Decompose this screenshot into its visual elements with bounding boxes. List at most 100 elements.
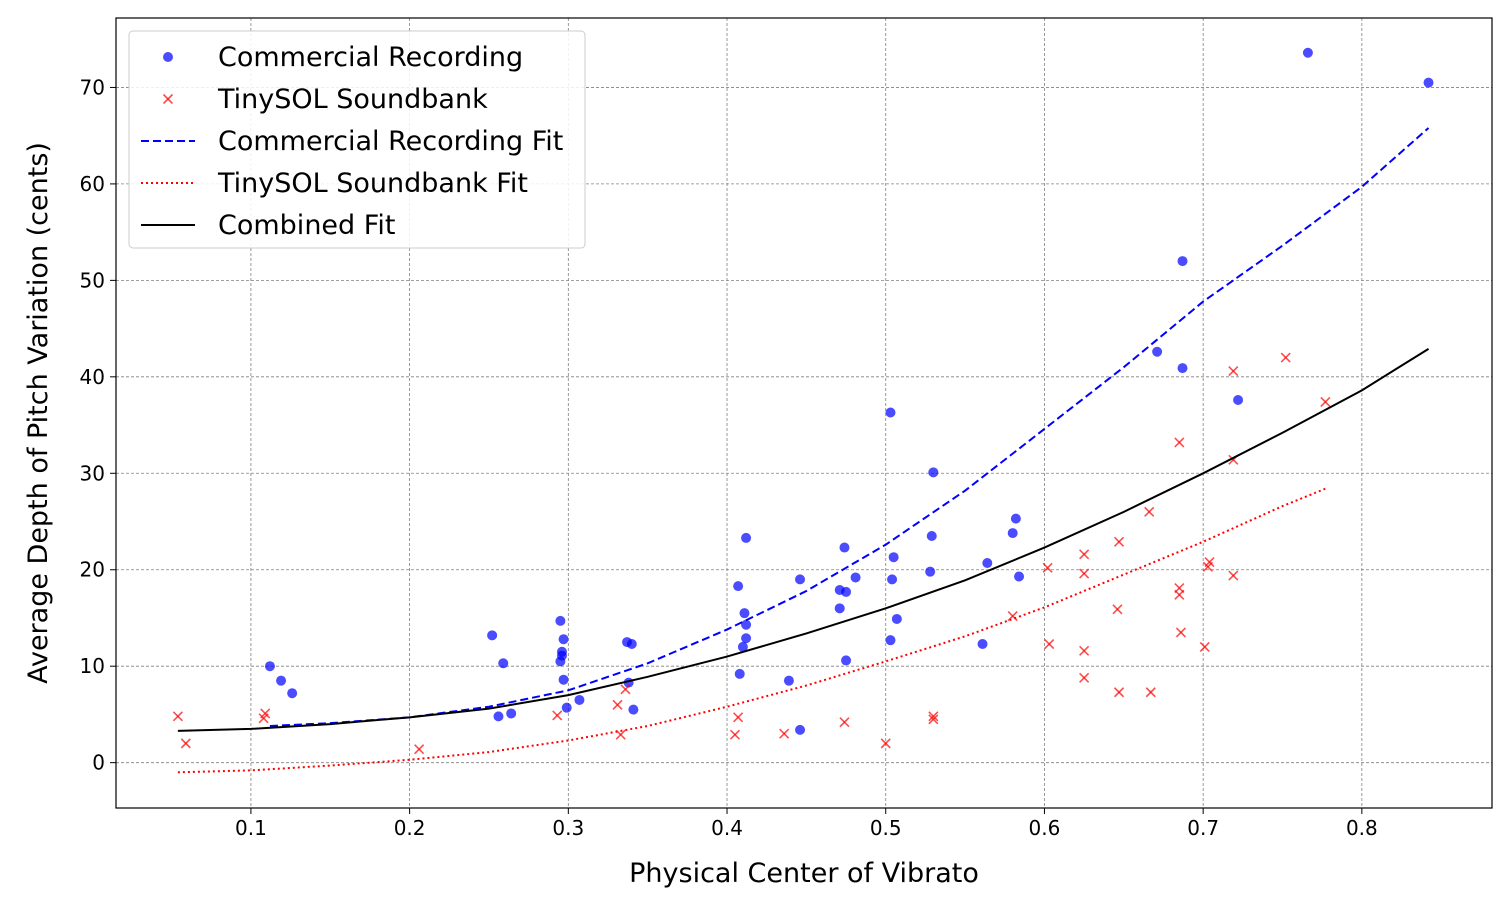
data-point: [977, 639, 988, 650]
data-point: [1423, 77, 1434, 88]
data-point: [628, 704, 639, 715]
legend-item: TinySOL Soundbank: [162, 84, 488, 115]
data-point: [558, 634, 569, 645]
data-point: [850, 572, 861, 583]
data-point: [1007, 528, 1018, 539]
data-point: [928, 714, 939, 725]
data-point: [1014, 571, 1025, 582]
data-point: [887, 574, 898, 585]
data-point: [558, 674, 569, 685]
data-point: [1233, 394, 1244, 405]
data-point: [287, 688, 298, 699]
data-point: [264, 661, 275, 672]
data-point: [276, 675, 287, 686]
legend-label: TinySOL Soundbank Fit: [217, 168, 528, 199]
data-point: [925, 566, 936, 577]
legend-label: TinySOL Soundbank: [217, 84, 488, 115]
data-point: [555, 615, 566, 626]
data-point: [880, 738, 891, 749]
data-point: [498, 658, 509, 669]
data-point: [795, 574, 806, 585]
data-point: [1152, 346, 1163, 357]
data-point: [506, 708, 517, 719]
data-point: [1177, 363, 1188, 374]
x-tick-label: 0.5: [870, 816, 902, 840]
data-point: [739, 608, 750, 619]
x-tick-label: 0.3: [552, 816, 584, 840]
x-tick-label: 0.7: [1187, 816, 1219, 840]
series-commercial-recording: [264, 47, 1434, 735]
data-point: [556, 646, 567, 657]
data-point: [1199, 641, 1210, 652]
legend-box: [128, 30, 586, 249]
y-tick-label: 10: [80, 654, 105, 678]
data-point: [834, 603, 845, 614]
data-point: [172, 711, 183, 722]
data-point: [1044, 638, 1055, 650]
data-point: [734, 668, 745, 679]
data-point: [1112, 604, 1123, 615]
data-point: [839, 542, 850, 553]
legend-item: Commercial Recording Fit: [141, 126, 563, 157]
data-point: [1145, 687, 1156, 698]
x-tick-label: 0.2: [394, 816, 426, 840]
legend-item: Combined Fit: [141, 210, 395, 241]
x-tick-label: 0.8: [1346, 816, 1378, 840]
y-tick-label: 60: [80, 172, 105, 196]
legend-marker: [163, 52, 173, 62]
data-point: [841, 655, 852, 666]
data-point: [737, 641, 748, 652]
data-point: [1010, 513, 1021, 524]
data-point: [1204, 556, 1215, 568]
legend-label: Combined Fit: [218, 210, 395, 241]
x-tick-label: 0.6: [1029, 816, 1061, 840]
data-point: [885, 635, 896, 646]
y-tick-label: 50: [80, 268, 105, 292]
data-point: [1079, 645, 1090, 656]
legend-label: Commercial Recording: [218, 42, 523, 73]
data-point: [574, 694, 585, 705]
data-point: [982, 557, 993, 568]
plot-series: [172, 47, 1434, 774]
y-tick-label: 40: [80, 365, 105, 389]
data-point: [1174, 589, 1185, 600]
legend-item: TinySOL Soundbank Fit: [141, 168, 528, 199]
x-axis-label: Physical Center of Vibrato: [629, 858, 979, 889]
data-point: [493, 711, 504, 722]
data-point: [1042, 562, 1053, 573]
data-point: [1079, 549, 1090, 560]
data-point: [1280, 352, 1291, 363]
data-point: [1175, 627, 1186, 638]
data-point: [180, 738, 191, 749]
data-point: [1113, 687, 1125, 698]
data-point: [612, 699, 623, 710]
data-point: [779, 728, 790, 739]
data-point: [414, 744, 425, 755]
data-point: [733, 712, 744, 723]
series-commercial-recording-fit: [269, 127, 1430, 728]
data-point: [620, 684, 631, 695]
data-point: [1228, 570, 1239, 581]
data-point: [1177, 256, 1188, 267]
y-tick-label: 0: [92, 751, 105, 775]
data-point: [1079, 568, 1090, 579]
data-point: [626, 639, 637, 650]
series-combined-fit: [177, 348, 1430, 732]
data-point: [885, 407, 896, 418]
data-point: [1320, 396, 1331, 407]
data-point: [733, 581, 744, 592]
data-point: [615, 729, 626, 740]
y-tick-label: 30: [80, 461, 105, 485]
data-point: [926, 530, 937, 541]
data-point: [841, 586, 852, 597]
y-tick-label: 70: [80, 75, 105, 99]
data-point: [783, 675, 794, 686]
data-point: [928, 711, 939, 722]
y-tick-label: 20: [80, 558, 105, 582]
data-point: [1302, 47, 1313, 58]
legend: Commercial Recording TinySOL Soundbank Com…: [128, 30, 586, 249]
data-point: [1144, 506, 1155, 517]
legend-marker: [162, 93, 174, 105]
y-axis-label: Average Depth of Pitch Variation (cents): [23, 142, 54, 684]
